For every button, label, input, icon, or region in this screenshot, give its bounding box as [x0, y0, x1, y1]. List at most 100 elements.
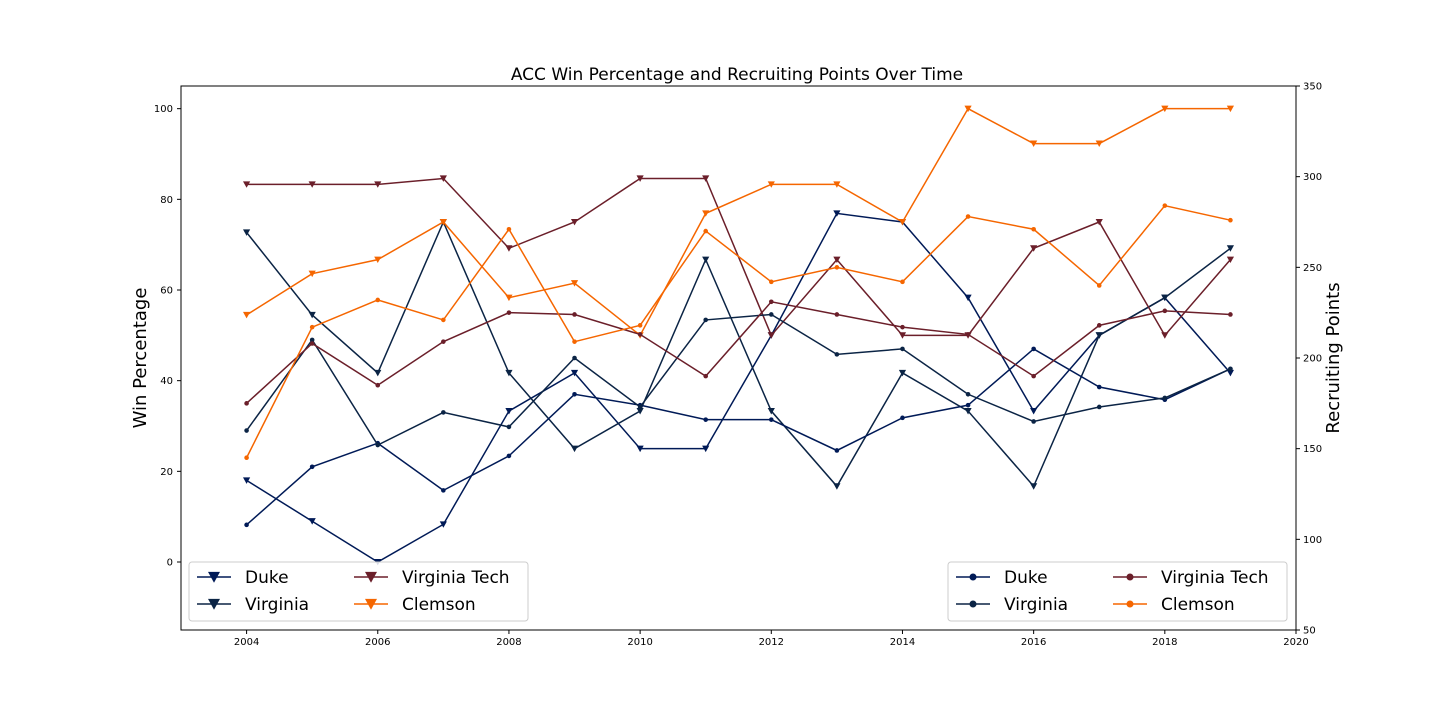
y-right-tick-label: 350: [1303, 82, 1322, 93]
recruiting-point: [965, 332, 971, 337]
recruiting-point: [703, 228, 709, 234]
y-right-tick-label: 200: [1303, 354, 1322, 365]
recruiting-point: [1162, 203, 1168, 208]
y-axis-left-title: Win Percentage: [130, 288, 151, 429]
win-pct-point: [636, 175, 644, 182]
y-right-tick-label: 100: [1303, 535, 1322, 546]
recruiting-point: [1096, 283, 1102, 288]
recruiting-point: [965, 214, 971, 219]
win-pct-point: [242, 311, 251, 319]
win-pct-point: [702, 210, 710, 217]
legend-label: Virginia: [245, 595, 309, 615]
x-axis: 2004 2006 2008 2010 2012 2014 2016 2018 2020: [234, 630, 1309, 648]
win-pct-point: [898, 369, 907, 377]
x-tick-label: 2006: [365, 637, 390, 648]
win-pct-point: [833, 210, 841, 217]
recruiting-point: [834, 448, 840, 453]
recruiting-point: [1031, 373, 1036, 379]
recruiting-point: [637, 332, 643, 337]
win-pct-point: [1030, 245, 1038, 252]
win-pct-point: [570, 445, 579, 453]
win-pct-point: [439, 521, 447, 528]
recruiting-point: [375, 382, 381, 388]
legend-label: Clemson: [1161, 595, 1235, 615]
legend-swatch-marker: [1126, 600, 1134, 608]
win-pct-point: [1030, 483, 1038, 490]
recruiting-point: [309, 324, 315, 330]
win-pct-point: [767, 332, 775, 339]
recruiting-point: [309, 464, 315, 470]
recruiting-point: [900, 415, 905, 421]
win-pct-point: [308, 311, 316, 319]
recruiting-point: [244, 401, 249, 406]
recruiting-series-clemson: [244, 203, 1233, 461]
legend-label: Virginia: [1004, 595, 1068, 615]
recruiting-point: [900, 324, 905, 330]
recruiting-line-virginia: [245, 313, 1231, 447]
win-pct-point: [439, 175, 447, 182]
recruiting-point: [1228, 366, 1233, 372]
recruiting-point: [834, 265, 840, 270]
legend-swatch-marker: [365, 598, 377, 610]
recruiting-point: [572, 355, 577, 361]
recruiting-point: [1031, 419, 1036, 424]
legend-swatch-marker: [1126, 573, 1134, 581]
win-pct-point: [1161, 294, 1169, 302]
win-pct-point: [964, 407, 972, 415]
win-pct-point: [833, 181, 841, 188]
legend-item-clemson: Clemson: [354, 595, 476, 615]
recruiting-point: [572, 339, 577, 344]
legend-label: Virginia Tech: [1161, 568, 1269, 588]
recruiting-point: [900, 279, 905, 285]
y-left-tick-label: 0: [167, 558, 173, 569]
x-tick-label: 2014: [890, 637, 915, 648]
recruiting-point: [441, 339, 446, 344]
x-tick-label: 2008: [496, 637, 521, 648]
recruiting-point: [768, 417, 774, 422]
win-pct-point: [505, 407, 513, 415]
recruiting-point: [244, 522, 249, 528]
win-pct-point: [1095, 140, 1103, 147]
recruiting-point: [768, 299, 774, 305]
legend-win-percentage: Duke Virginia Virginia Tech Clemson: [188, 561, 529, 622]
recruiting-point: [637, 323, 643, 328]
recruiting-point: [768, 312, 774, 317]
recruiting-point: [375, 442, 381, 448]
legend-recruiting-points: Duke Virginia Virginia Tech Clemson: [947, 561, 1288, 622]
legend-label: Duke: [245, 568, 289, 588]
win-pct-line-clemson: [246, 107, 1231, 337]
win-pct-point: [636, 445, 644, 453]
recruiting-series-virginia-tech: [244, 299, 1233, 406]
win-pct-point: [898, 332, 907, 339]
recruiting-point: [965, 402, 971, 408]
recruiting-line-clemson: [245, 204, 1231, 459]
win-pct-point: [636, 407, 644, 415]
legend-label: Virginia Tech: [402, 568, 510, 588]
recruiting-point: [1228, 217, 1233, 223]
recruiting-series-virginia: [244, 312, 1233, 448]
x-tick-label: 2010: [627, 637, 652, 648]
recruiting-point: [441, 488, 446, 493]
x-tick-label: 2020: [1283, 637, 1308, 648]
y-right-tick-label: 50: [1303, 626, 1316, 637]
recruiting-point: [441, 410, 446, 415]
win-pct-point: [767, 407, 775, 415]
legend-item-virginia-tech: Virginia Tech: [1113, 568, 1269, 588]
recruiting-point: [900, 346, 905, 352]
win-pct-point: [702, 175, 710, 182]
recruiting-point: [309, 341, 315, 346]
recruiting-point: [441, 317, 446, 323]
win-pct-point: [242, 229, 251, 236]
recruiting-point: [506, 453, 512, 459]
win-pct-point: [833, 256, 841, 264]
recruiting-point: [1096, 404, 1102, 410]
legend-item-virginia: Virginia: [956, 595, 1068, 615]
recruiting-point: [768, 279, 774, 285]
win-pct-point: [702, 445, 710, 453]
win-pct-point: [505, 369, 513, 377]
recruiting-point: [703, 373, 709, 379]
legend-item-duke: Duke: [197, 568, 289, 588]
legend-swatch-marker: [208, 598, 220, 610]
y-left-tick-label: 60: [160, 286, 173, 297]
